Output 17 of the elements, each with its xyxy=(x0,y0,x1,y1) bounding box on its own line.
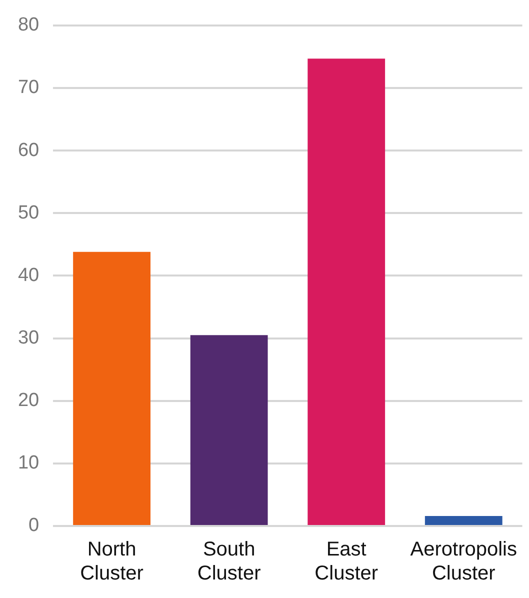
x-tick-label: Aerotropolis Cluster xyxy=(410,538,517,585)
y-tick-label: 40 xyxy=(18,264,40,286)
x-tick-label: South Cluster xyxy=(197,538,262,585)
x-tick-label: East Cluster xyxy=(314,538,378,585)
y-tick-label: 30 xyxy=(18,328,40,349)
bar xyxy=(424,516,502,525)
bar xyxy=(73,252,150,525)
y-tick-label: 10 xyxy=(18,452,40,474)
y-tick-label: 80 xyxy=(18,14,40,36)
y-tick-label: 60 xyxy=(18,140,40,161)
x-tick-label: North Cluster xyxy=(80,538,144,585)
bar xyxy=(190,335,268,525)
y-tick-label: 50 xyxy=(18,202,40,224)
y-tick-label: 70 xyxy=(18,77,40,98)
y-tick-label: 0 xyxy=(28,515,40,536)
bar xyxy=(308,58,386,525)
y-tick-label: 20 xyxy=(18,390,40,412)
